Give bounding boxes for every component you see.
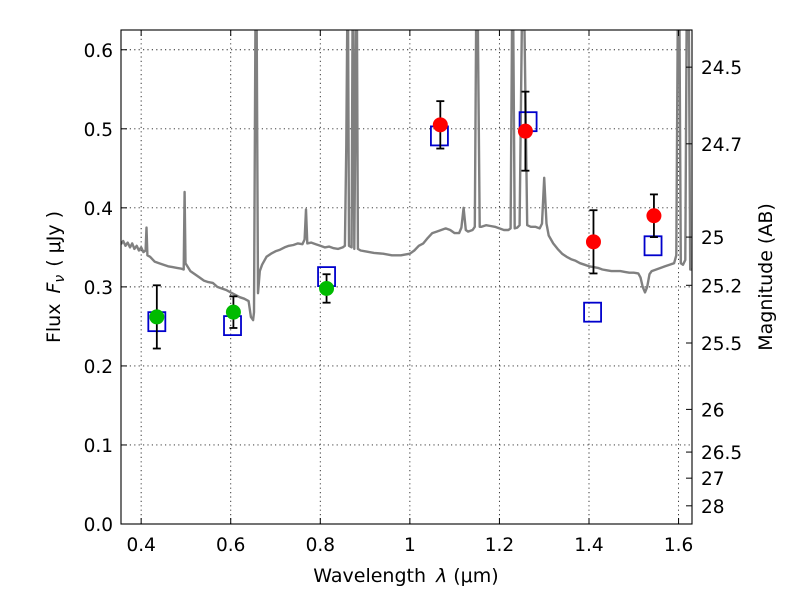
y-tick-label: 0.4	[84, 199, 113, 220]
x-tick-label: 0.8	[306, 535, 335, 556]
marker-layer	[147, 90, 663, 350]
y-tick-label: 0.1	[84, 436, 113, 457]
spectrum-layer	[121, 30, 692, 322]
x-axis-label: Wavelength λ (μm)	[313, 565, 498, 587]
x-tick-label: 1.6	[664, 535, 693, 556]
x-tick-label: 0.4	[126, 535, 155, 556]
y2-tick-label: 25.5	[701, 334, 742, 355]
x-tick-label: 1.4	[574, 535, 603, 556]
observed-flux-point	[149, 309, 165, 325]
plot-area	[121, 30, 692, 524]
ticks-layer: 0.4 0.6 0.8 1 1.2 1.4 1.6 0.0 0.1 0.2 0.3 0.4 0.5 0.6…	[84, 30, 742, 556]
observed-flux-point	[585, 234, 601, 250]
observed-flux-point	[646, 208, 662, 224]
y-tick-label: 0.6	[84, 41, 113, 62]
y2-tick-label: 28	[701, 497, 725, 518]
observed-flux-point	[225, 304, 241, 320]
observed-flux-point	[319, 280, 335, 296]
y2-axis-label: Magnitude (AB)	[755, 203, 777, 351]
y-tick-label: 0.3	[84, 278, 113, 299]
x-tick-label: 0.6	[216, 535, 245, 556]
observed-flux-point	[432, 117, 448, 133]
y2-tick-label: 25.2	[701, 276, 742, 297]
grid-lines	[121, 30, 692, 524]
y2-tick-label: 24.5	[701, 58, 742, 79]
model-spectrum-line	[121, 30, 692, 322]
x-tick-label: 1	[404, 535, 416, 556]
plot-frame	[120, 29, 693, 525]
y2-tick-label: 27	[701, 469, 725, 490]
y-tick-label: 0.2	[84, 357, 113, 378]
y-axis-label: FluxFν( μJy )	[43, 211, 68, 343]
y2-tick-label: 26	[701, 400, 725, 421]
x-tick-label: 1.2	[485, 535, 514, 556]
y2-tick-label: 24.7	[701, 135, 742, 156]
y2-tick-label: 25	[701, 228, 725, 249]
y2-tick-label: 26.5	[701, 443, 742, 464]
y-tick-label: 0.5	[84, 120, 113, 141]
model-photometry-square	[583, 301, 602, 323]
y-tick-label: 0.0	[84, 515, 113, 536]
observed-flux-point	[517, 123, 533, 139]
